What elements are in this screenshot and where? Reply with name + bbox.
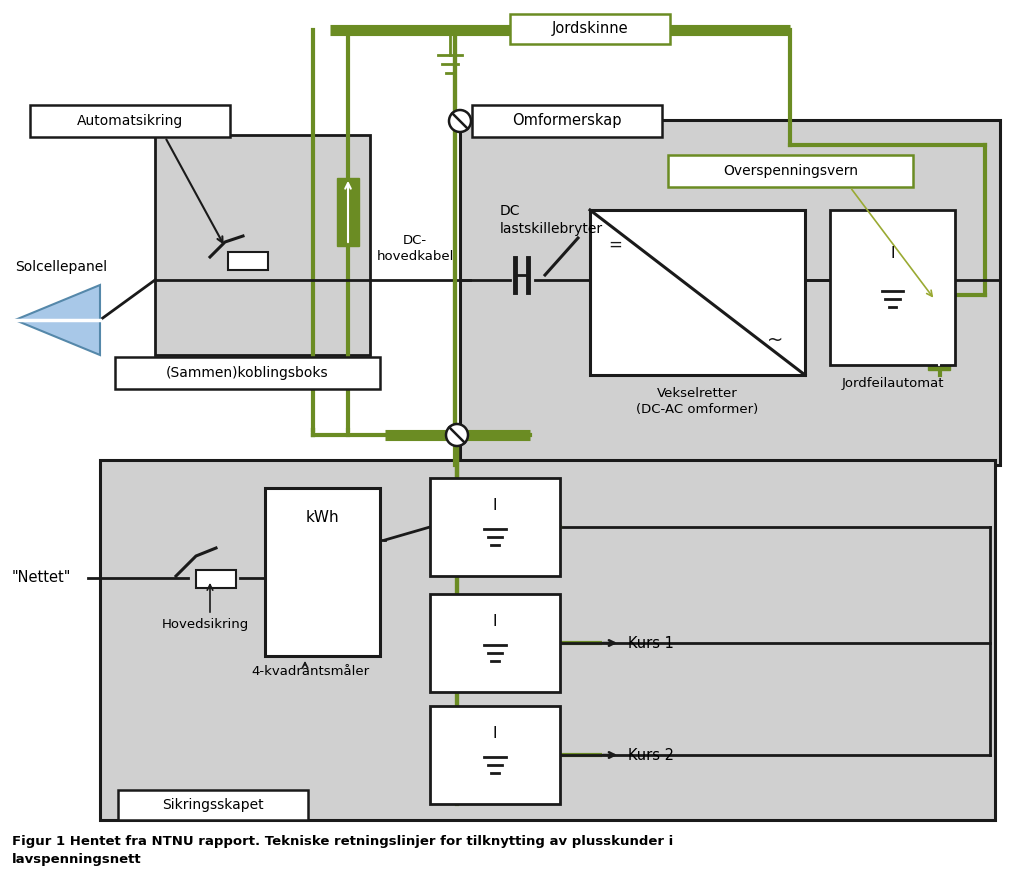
- Text: I: I: [493, 726, 497, 741]
- Bar: [337, 178, 359, 246]
- Bar: [100, 460, 995, 820]
- Text: =: =: [608, 236, 622, 254]
- Bar: [265, 488, 380, 656]
- Bar: [430, 478, 560, 576]
- Text: Sikringsskapet: Sikringsskapet: [163, 798, 264, 812]
- Circle shape: [449, 110, 471, 132]
- Bar: [118, 790, 308, 820]
- Text: kWh: kWh: [306, 510, 340, 525]
- Polygon shape: [15, 285, 100, 355]
- Bar: [430, 706, 560, 804]
- Circle shape: [446, 424, 468, 446]
- Bar: [460, 120, 1000, 465]
- Text: Vekselretter
(DC-AC omformer): Vekselretter (DC-AC omformer): [636, 387, 759, 416]
- Text: 4-kvadrantsmåler: 4-kvadrantsmåler: [251, 665, 369, 678]
- Text: Overspenningsvern: Overspenningsvern: [723, 164, 858, 178]
- Bar: [115, 357, 380, 389]
- Bar: [155, 135, 370, 355]
- Text: ~: ~: [767, 331, 784, 350]
- Text: Automatsikring: Automatsikring: [77, 114, 183, 128]
- Text: I: I: [493, 498, 497, 513]
- Text: Kurs 2: Kurs 2: [628, 747, 674, 762]
- Bar: [510, 14, 670, 44]
- Bar: [830, 210, 955, 365]
- Bar: [196, 570, 236, 588]
- Text: DC
lastskillebryter: DC lastskillebryter: [500, 203, 604, 236]
- Text: Figur 1 Hentet fra NTNU rapport. Tekniske retningslinjer for tilknytting av plus: Figur 1 Hentet fra NTNU rapport. Teknisk…: [12, 835, 673, 866]
- Text: Jordskinne: Jordskinne: [551, 22, 628, 37]
- Bar: [30, 105, 230, 137]
- Text: Omformerskap: Omformerskap: [513, 113, 622, 129]
- Bar: [590, 210, 805, 375]
- Text: Solcellepanel: Solcellepanel: [15, 260, 107, 274]
- Text: I: I: [890, 246, 895, 260]
- Bar: [430, 594, 560, 692]
- Bar: [928, 295, 950, 370]
- Text: DC-
hovedkabel: DC- hovedkabel: [376, 234, 453, 263]
- Text: "Nettet": "Nettet": [12, 571, 72, 586]
- Bar: [228, 252, 268, 270]
- Text: (Sammen)koblingsboks: (Sammen)koblingsboks: [166, 366, 328, 380]
- Text: Kurs 1: Kurs 1: [628, 636, 674, 651]
- Text: Jordfeilautomat: Jordfeilautomat: [841, 377, 944, 390]
- Text: Hovedsikring: Hovedsikring: [162, 618, 249, 631]
- Bar: [668, 155, 913, 187]
- Text: I: I: [493, 614, 497, 629]
- Bar: [472, 105, 662, 137]
